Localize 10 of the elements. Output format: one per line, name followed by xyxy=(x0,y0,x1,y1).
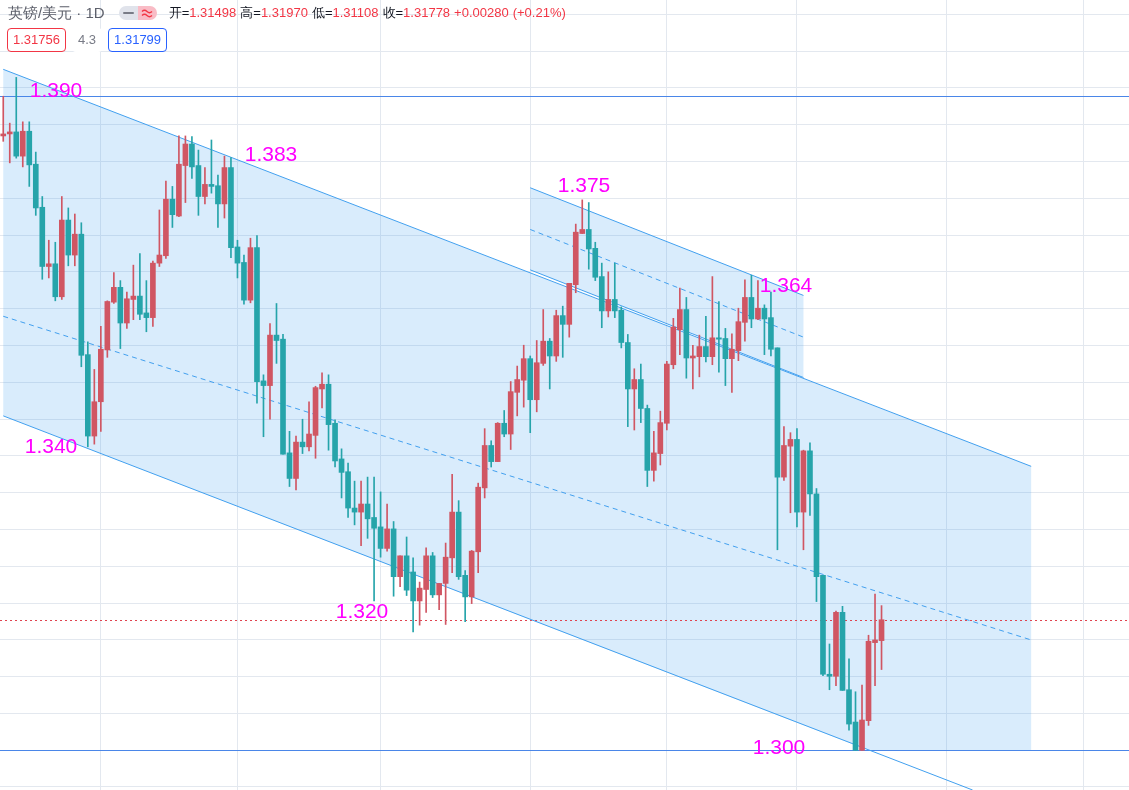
annotation: 1.340 xyxy=(24,433,78,457)
annotation: 1.390 xyxy=(29,77,83,101)
annotation: 1.320 xyxy=(335,598,389,622)
annotation: 1.383 xyxy=(244,141,298,165)
text: 1.31799 xyxy=(108,28,168,52)
text: 1.31756 xyxy=(7,28,66,52)
chart-title: 英镑/美元 · 1D xyxy=(8,3,105,23)
annotation: 1.375 xyxy=(557,172,611,196)
text: 4.3 xyxy=(72,28,103,52)
text: 开=1.31498 高=1.31970 低=1.31108 收=1.31778 +0.00280 (+0.21%) xyxy=(168,5,566,20)
